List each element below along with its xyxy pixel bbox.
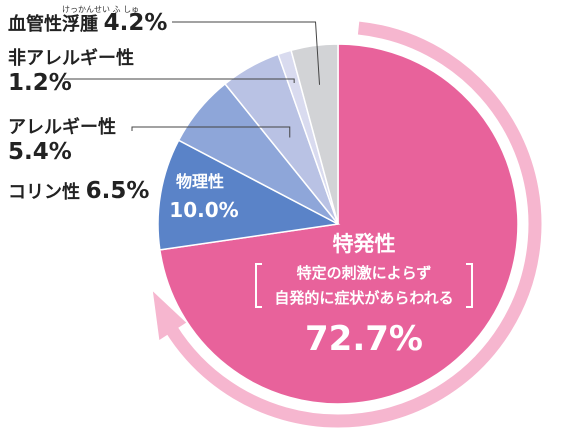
slice-label-idiopathic-value: 72.7%: [305, 319, 423, 359]
label-nonallergic-value: 1.2%: [8, 70, 72, 96]
label-allergic-name: アレルギー性: [8, 117, 116, 138]
subtitle-bracket-right: [466, 263, 473, 308]
furigana-label: けっかんせい ふ しゅ: [62, 5, 140, 14]
pie-slice-1: [157, 139, 341, 251]
cycle-arrow-head: [152, 291, 187, 341]
leader-nonallergic: [64, 78, 295, 84]
leader-allergic: [131, 126, 291, 138]
label-allergic: アレルギー性 5.4%: [8, 113, 116, 165]
label-angioedema-value: 4.2%: [103, 10, 168, 36]
label-nonallergic-name: 非アレルギー性: [8, 48, 134, 69]
label-allergic-value: 5.4%: [8, 139, 72, 165]
label-angioedema: 血管性浮腫 4.2%: [8, 10, 167, 36]
pie-slice-5: [290, 43, 339, 225]
label-cholinergic: コリン性 6.5%: [8, 178, 149, 204]
leader-angioedema: [172, 21, 321, 85]
label-angioedema-name: 血管性浮腫: [8, 14, 98, 35]
cycle-arrow-arc: [165, 21, 542, 428]
slice-label-idiopathic-sub2: 自発的に症状があらわれる: [274, 289, 453, 307]
label-cholinergic-name: コリン性: [8, 182, 80, 203]
slice-label-idiopathic-sub1: 特定の刺激によらず: [297, 264, 432, 282]
label-nonallergic: 非アレルギー性 1.2%: [8, 44, 134, 96]
subtitle-bracket-left: [255, 263, 262, 308]
slice-label-idiopathic-name: 特発性: [333, 232, 396, 256]
slice-label-physical-name: 物理性: [176, 172, 224, 191]
slice-label-physical-value: 10.0%: [169, 198, 238, 222]
cycle-arrow: [152, 21, 542, 428]
label-cholinergic-value: 6.5%: [85, 178, 150, 204]
